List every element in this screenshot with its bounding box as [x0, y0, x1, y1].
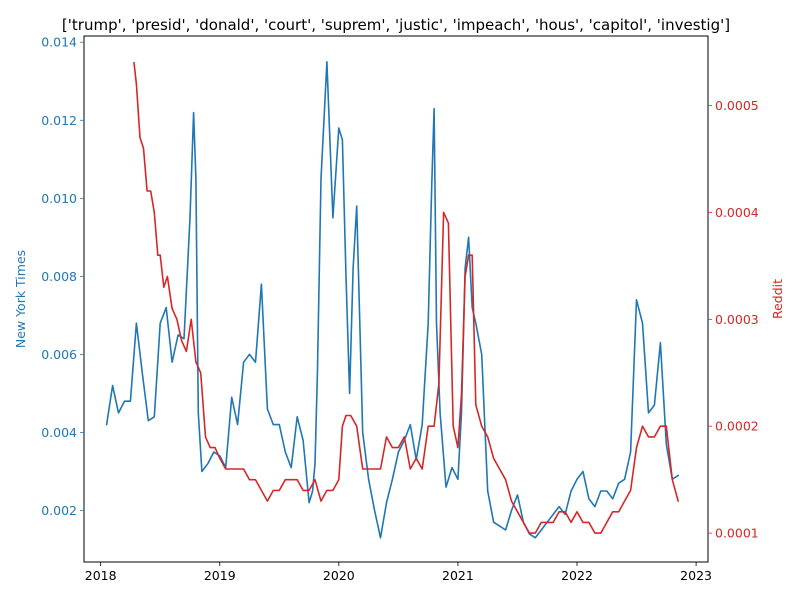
right-y-tick-label: 0.0003	[715, 312, 759, 327]
x-tick-label: 2020	[323, 568, 355, 583]
left-y-tick-label: 0.012	[41, 113, 77, 128]
x-tick-label: 2023	[680, 568, 712, 583]
reddit-series-line	[133, 61, 680, 534]
left-y-tick-label: 0.004	[41, 425, 77, 440]
x-tick-label: 2019	[204, 568, 236, 583]
left-axis-label: New York Times	[13, 250, 28, 348]
left-y-tick-label: 0.002	[41, 503, 77, 518]
nyt-series-line	[105, 60, 680, 539]
x-tick-label: 2022	[561, 568, 593, 583]
left-y-tick-label: 0.010	[41, 191, 77, 206]
right-axis-label: Reddit	[770, 279, 785, 319]
chart-title: ['trump', 'presid', 'donald', 'court', '…	[62, 16, 730, 34]
x-tick-label: 2018	[85, 568, 117, 583]
right-y-tick-label: 0.0005	[715, 98, 759, 113]
x-tick-label: 2021	[442, 568, 474, 583]
right-y-tick-label: 0.0001	[715, 526, 759, 541]
left-y-tick-label: 0.008	[41, 269, 77, 284]
series-layer	[105, 60, 680, 539]
left-y-tick-label: 0.014	[41, 35, 77, 50]
left-y-tick-label: 0.006	[41, 347, 77, 362]
right-y-tick-label: 0.0004	[715, 205, 759, 220]
plot-frame	[83, 35, 709, 563]
right-y-tick-label: 0.0002	[715, 419, 759, 434]
axes-layer: 2018 2019 2020 2021 2022 2023 0.002 0.004 0.006 0…	[41, 35, 759, 583]
